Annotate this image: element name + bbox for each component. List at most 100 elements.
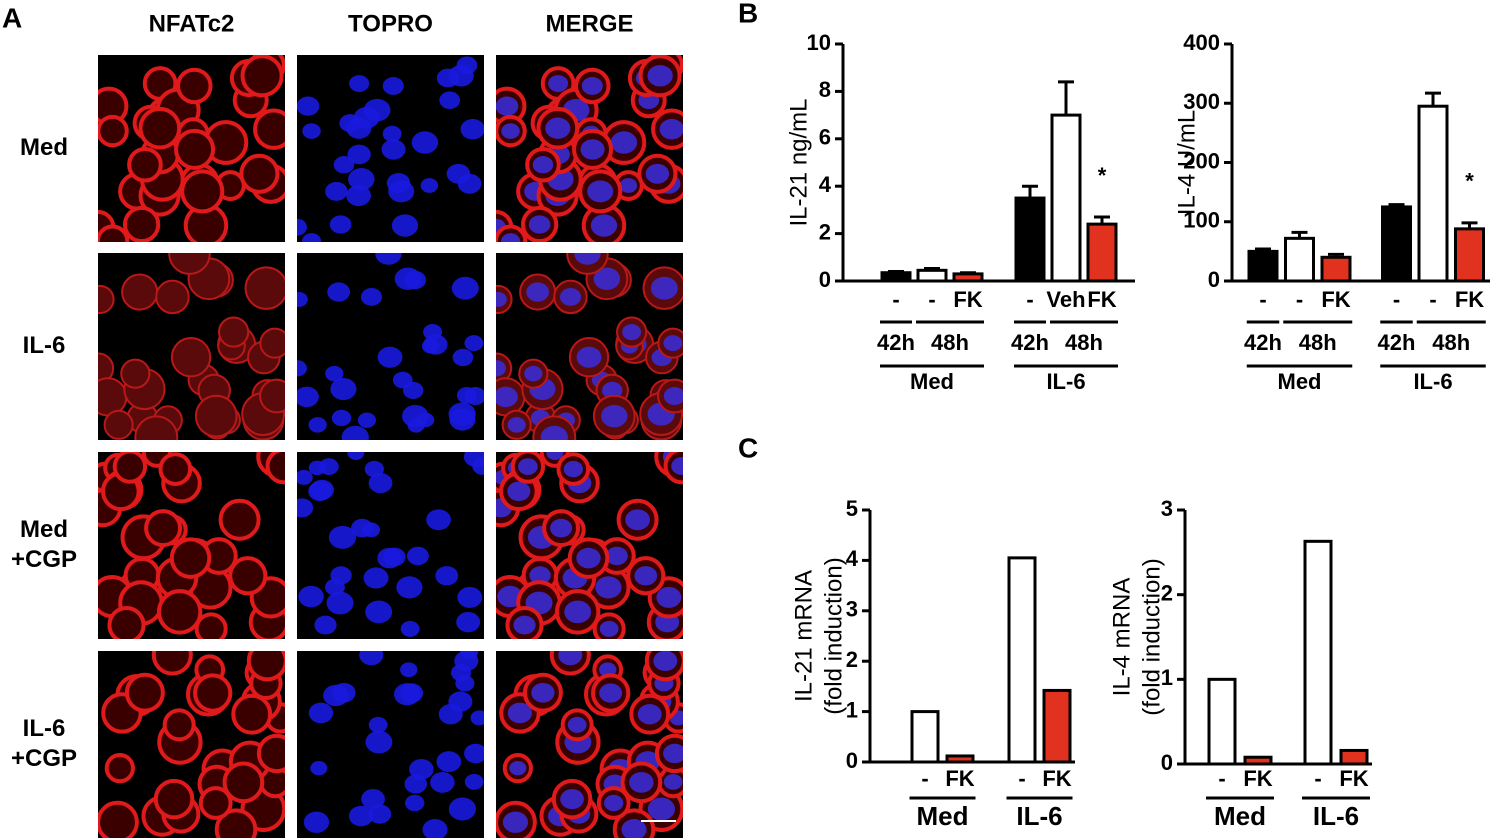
cell-nucleus [348, 168, 375, 191]
cell-nucleus [391, 214, 419, 237]
cell-membrane [194, 394, 238, 438]
cell-nucleus [329, 215, 352, 234]
cell-nucleus [328, 525, 357, 549]
y-tick-label: 200 [1183, 148, 1220, 173]
cell-nucleus [363, 567, 389, 589]
cell-nucleus [368, 472, 393, 494]
y-axis-label: IL-4 mRNA [1108, 578, 1135, 697]
bar [1417, 104, 1449, 283]
cell-membrane [156, 589, 203, 635]
cell-nucleus [619, 178, 638, 193]
cell-nucleus [439, 91, 461, 110]
x-tick-label: Veh [1046, 287, 1085, 312]
cell-membrane [222, 761, 265, 804]
cell-nucleus [455, 675, 475, 692]
cell-nucleus [298, 585, 324, 608]
cell-nucleus [357, 412, 376, 428]
y-tick-label: 100 [1183, 208, 1220, 233]
cell-nucleus [472, 457, 484, 476]
cell-nucleus [451, 276, 479, 300]
bar [1339, 748, 1369, 766]
cell-nucleus [663, 335, 683, 352]
cell-nucleus [550, 518, 573, 538]
cell-nucleus [496, 386, 518, 408]
cell-nucleus [590, 214, 618, 237]
panel-label: A [2, 2, 22, 33]
bar [880, 271, 912, 283]
error-bar [1388, 203, 1405, 207]
y-tick-label: 10 [807, 30, 831, 55]
micrograph [496, 651, 683, 838]
cell-nucleus [576, 547, 601, 569]
cell-nucleus [400, 662, 418, 678]
bar [1207, 677, 1237, 766]
cell-nucleus [500, 233, 521, 242]
cell-membrane [98, 224, 130, 242]
cell-nucleus [388, 180, 415, 203]
y-tick-label: 0 [1161, 750, 1173, 775]
cell-nucleus [308, 417, 327, 433]
bar [1007, 556, 1037, 764]
subgroup-label: 48h [931, 330, 969, 355]
cell-nucleus [567, 716, 587, 733]
cell-membrane [138, 106, 182, 150]
cell-nucleus [656, 586, 682, 608]
cell-nucleus [496, 360, 506, 377]
bar [1381, 205, 1412, 283]
micrograph [297, 253, 484, 440]
cell-nucleus [333, 156, 355, 174]
cell-nucleus [303, 811, 330, 833]
cell-membrane [180, 169, 225, 214]
group-label: IL-6 [1413, 369, 1452, 394]
cell-membrane [127, 146, 163, 183]
cell-membrane [121, 273, 159, 311]
cell-nucleus [559, 287, 582, 306]
row-label: IL-6 [23, 332, 66, 359]
cell-nucleus [622, 324, 642, 341]
cell-membrane [120, 358, 151, 389]
annotation: * [1098, 163, 1107, 188]
bar [1284, 236, 1315, 283]
cell-nucleus [448, 797, 476, 821]
cell-membrane [122, 205, 161, 242]
cell-nucleus [496, 291, 507, 307]
y-tick-label: 1 [846, 697, 858, 722]
error-bar [1461, 221, 1478, 229]
cell-nucleus [400, 683, 424, 703]
cell-membrane [176, 67, 213, 105]
cell-nucleus [297, 360, 307, 377]
cell-nucleus [526, 282, 550, 302]
cell-nucleus [405, 794, 425, 812]
cell-nucleus [599, 620, 619, 637]
row-label: Med [20, 516, 68, 543]
cell-nucleus [332, 682, 356, 703]
cell-nucleus [501, 123, 520, 139]
y-tick-label: 4 [846, 546, 859, 571]
cell-nucleus [375, 253, 402, 265]
cell-nucleus [349, 75, 370, 92]
y-tick-label: 0 [1208, 267, 1220, 292]
cell-nucleus [377, 547, 402, 569]
micrograph [98, 651, 285, 838]
cell-nucleus [671, 457, 683, 476]
cell-nucleus [518, 458, 538, 475]
group-label: Med [1214, 801, 1266, 831]
cell-nucleus [634, 566, 658, 586]
cell-membrane [214, 808, 258, 838]
cell-nucleus [601, 404, 628, 428]
y-axis-label: IL-21 ng/mL [785, 98, 812, 226]
cell-nucleus [411, 131, 439, 154]
y-tick-label: 2 [1161, 580, 1173, 605]
bar [1042, 688, 1072, 764]
cell-membrane [239, 153, 280, 194]
cell-membrane [246, 651, 285, 682]
bar [910, 710, 940, 764]
cell-nucleus [647, 65, 673, 87]
cell-nucleus [360, 287, 383, 306]
cell-nucleus [464, 335, 484, 352]
cell-nucleus [524, 365, 543, 382]
cell-nucleus [599, 662, 617, 678]
error-bar [888, 270, 904, 274]
y-tick-label: 5 [846, 496, 858, 521]
